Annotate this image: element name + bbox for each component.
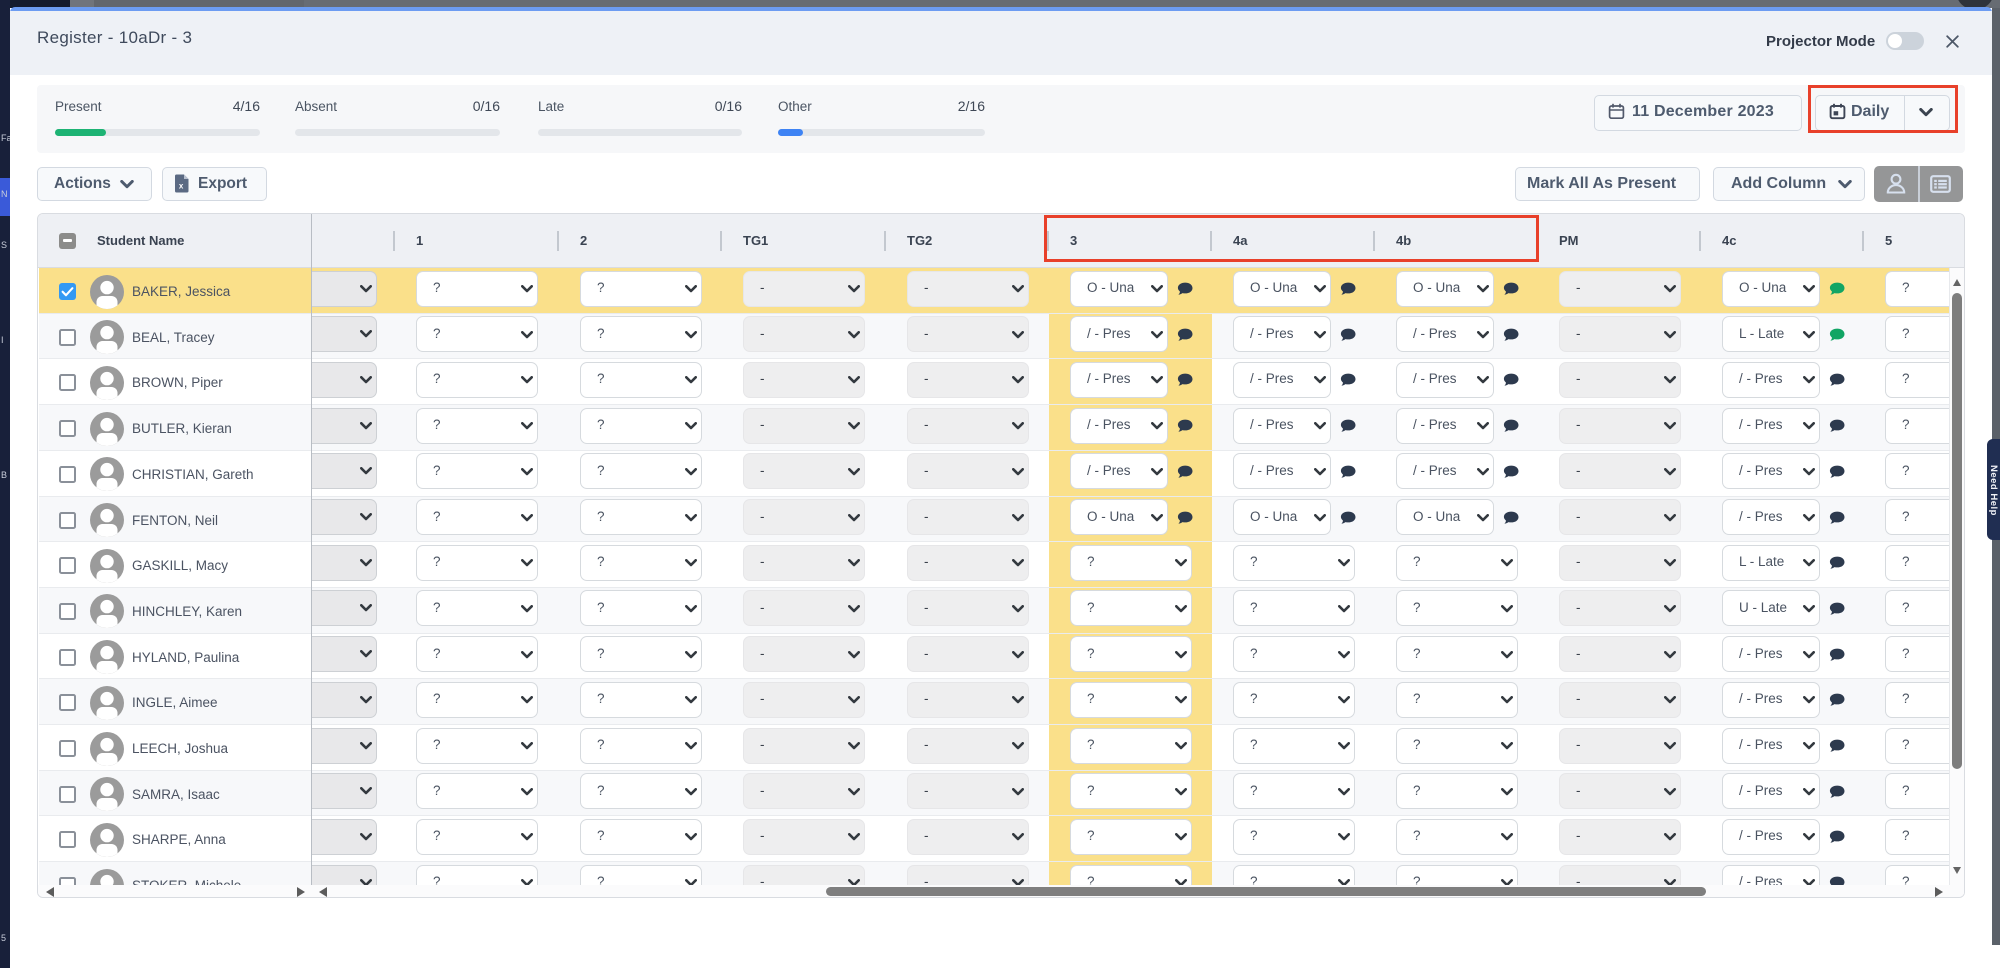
svg-text:x: x: [179, 182, 184, 191]
